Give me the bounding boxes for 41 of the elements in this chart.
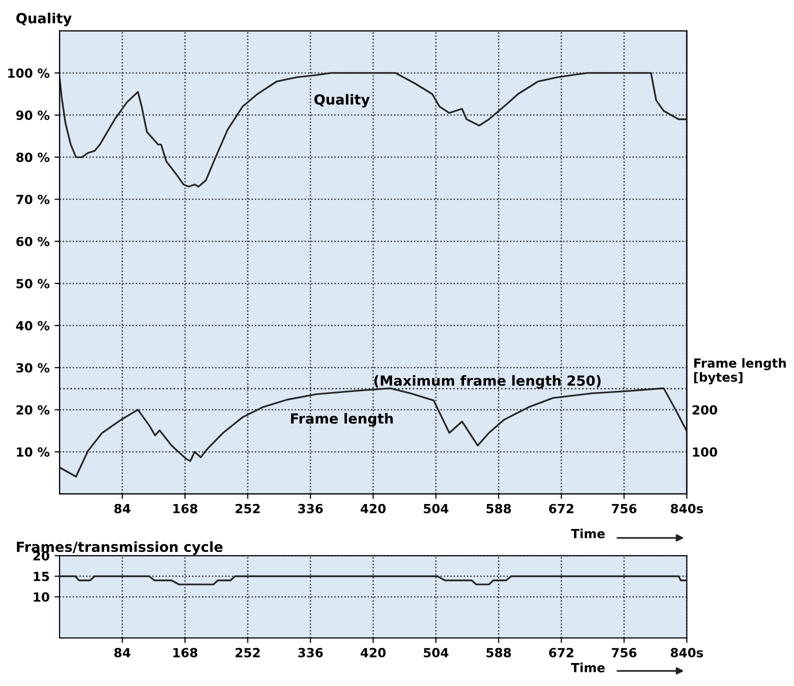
y-axis-title: Quality: [16, 12, 72, 26]
y-tick-label: 50 %: [16, 278, 50, 288]
x-tick-label: 756: [612, 504, 636, 514]
x-tick-label: 504: [424, 504, 448, 514]
x-tick-label: 336: [298, 504, 323, 514]
ref-line-label: (Maximum frame length 250): [374, 375, 601, 389]
x-tick-label: 756: [612, 648, 636, 658]
y-tick-label: 20 %: [16, 405, 50, 415]
x-tick-label: 168: [173, 504, 198, 514]
y2-tick-label: 100: [693, 447, 718, 457]
x-tick-label: 840s: [670, 504, 703, 514]
x-tick-label: 588: [486, 504, 511, 514]
x-tick-label: 168: [173, 648, 198, 658]
y-tick-label: 10: [34, 592, 50, 602]
x-axis-title: Time: [571, 528, 605, 538]
y-tick-label: 70 %: [16, 194, 50, 204]
y-tick-label: 100 %: [8, 68, 50, 78]
x-tick-label: 84: [114, 504, 130, 514]
x-tick-label: 84: [114, 648, 130, 658]
x-tick-label: 252: [236, 648, 260, 658]
x-tick-label: 504: [424, 648, 448, 658]
x-tick-label: 840s: [670, 648, 703, 658]
y2-axis-title: Frame length [bytes]: [694, 358, 786, 384]
x-tick-label: 672: [549, 504, 574, 514]
y-tick-label: 90 %: [16, 110, 50, 120]
series-label: Quality: [314, 94, 370, 108]
y-tick-label: 40 %: [16, 321, 50, 330]
x-tick-label: 336: [298, 648, 323, 658]
y-tick-label: 10 %: [16, 447, 50, 457]
y-tick-label: 60 %: [16, 236, 50, 246]
x-tick-label: 588: [486, 648, 511, 658]
y2-tick-label: 200: [692, 405, 718, 415]
y-tick-label: 30 %: [16, 363, 50, 373]
series-label: Frame length: [291, 413, 393, 427]
y-tick-label: 80 %: [16, 152, 50, 162]
x-tick-label: 420: [360, 504, 386, 514]
x-axis-title: Time: [571, 662, 605, 672]
x-tick-label: 252: [236, 504, 260, 514]
y-tick-label: 15: [34, 572, 49, 582]
x-tick-label: 420: [360, 648, 386, 658]
x-tick-label: 672: [549, 648, 574, 658]
